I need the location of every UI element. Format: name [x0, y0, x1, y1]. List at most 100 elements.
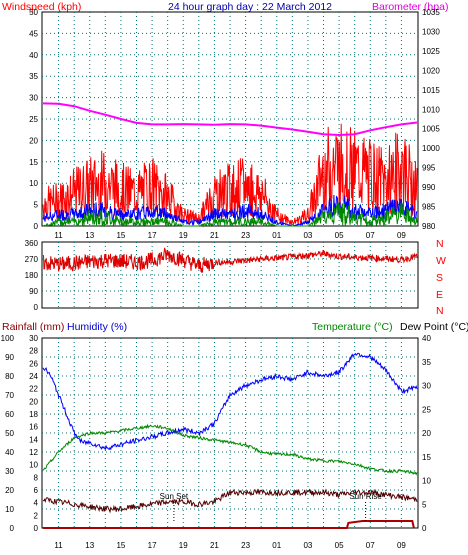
x-tick-label-top: 11 [54, 231, 63, 240]
x-tick-label-bottom: 15 [116, 541, 125, 550]
rain-y-tick: 6 [34, 486, 39, 495]
rain-y-tick: 4 [34, 499, 39, 508]
rain-y-tick: 2 [34, 511, 39, 520]
dewpoint-series [42, 488, 418, 514]
x-tick-label-bottom: 17 [148, 541, 157, 550]
barometer-series [42, 102, 418, 137]
humidity-y-tick: 30 [5, 467, 14, 476]
baro-y-tick: 1030 [422, 27, 440, 36]
temp-y-tick: 25 [422, 405, 431, 414]
humidity-y-tick: 40 [5, 448, 14, 457]
humidity-y-tick: 70 [5, 391, 14, 400]
rain-y-tick: 8 [34, 473, 39, 482]
rainfall-series [43, 520, 415, 529]
x-tick-label-bottom: 13 [85, 541, 94, 550]
x-tick-label-top: 05 [335, 231, 344, 240]
x-tick-label-top: 09 [397, 231, 406, 240]
humidity-y-tick: 60 [5, 410, 14, 419]
compass-label-4: N [436, 305, 444, 317]
humidity-y-tick: 90 [5, 353, 14, 362]
rain-y-tick: 28 [29, 347, 38, 356]
direction-y-tick: 180 [25, 271, 39, 280]
compass-label-3: E [436, 289, 443, 301]
wind-y-tick: 15 [29, 158, 38, 167]
temp-y-tick: 0 [422, 524, 427, 533]
x-tick-label-top: 19 [179, 231, 188, 240]
baro-y-tick: 995 [422, 164, 436, 173]
temp-y-tick: 10 [422, 477, 431, 486]
temp-y-tick: 35 [422, 358, 431, 367]
humidity-y-tick: 50 [5, 429, 14, 438]
x-tick-label-bottom: 19 [179, 541, 188, 550]
baro-y-tick: 1000 [422, 144, 440, 153]
rain-y-tick: 12 [29, 448, 38, 457]
wind-y-tick: 35 [29, 72, 38, 81]
temp-y-tick: 15 [422, 453, 431, 462]
humidity-y-tick: 100 [1, 334, 15, 343]
temperature-axis-label: Temperature (°C) [312, 321, 393, 333]
baro-y-tick: 1015 [422, 86, 440, 95]
humidity-axis-label: Humidity (%) [67, 321, 127, 333]
wind-y-tick: 40 [29, 51, 38, 60]
x-tick-label-bottom: 05 [335, 541, 344, 550]
temp-y-tick: 40 [422, 334, 431, 343]
baro-y-tick: 985 [422, 203, 436, 212]
series [42, 102, 418, 529]
baro-y-tick: 990 [422, 183, 436, 192]
x-tick-label-bottom: 11 [54, 541, 63, 550]
rain-y-tick: 20 [29, 397, 38, 406]
rain-y-tick: 0 [34, 524, 39, 533]
x-tick-label-top: 13 [85, 231, 94, 240]
compass-label-1: W [436, 255, 446, 267]
rain-y-tick: 18 [29, 410, 38, 419]
wind-y-tick: 20 [29, 136, 38, 145]
temp-y-tick: 20 [422, 429, 431, 438]
humidity-y-tick: 80 [5, 372, 14, 381]
sunset-annotation: Sun Set [160, 492, 189, 501]
x-tick-label-top: 21 [210, 231, 219, 240]
humidity-y-tick: 20 [5, 486, 14, 495]
compass-label-2: S [436, 272, 443, 284]
wind-y-tick: 5 [34, 201, 39, 210]
direction-y-tick: 0 [34, 303, 39, 312]
baro-y-tick: 980 [422, 222, 436, 231]
wind-y-tick: 50 [29, 8, 38, 17]
windspeed-axis-label: Windspeed (kph) [2, 1, 81, 13]
x-tick-label-bottom: 09 [397, 541, 406, 550]
rain-y-tick: 16 [29, 423, 38, 432]
humidity-series [42, 352, 418, 451]
x-tick-label-bottom: 03 [303, 541, 312, 550]
x-tick-label-bottom: 01 [272, 541, 281, 550]
rain-y-tick: 26 [29, 359, 38, 368]
baro-y-tick: 1025 [422, 47, 440, 56]
rain-y-tick: 24 [29, 372, 38, 381]
wind-y-tick: 30 [29, 94, 38, 103]
wind-y-tick: 0 [34, 222, 39, 231]
chart-title: 24 hour graph day : 22 March 2012 [168, 1, 332, 13]
x-tick-label-top: 03 [303, 231, 312, 240]
humidity-y-tick: 0 [10, 524, 15, 533]
rain-y-tick: 22 [29, 385, 38, 394]
x-tick-label-bottom: 23 [241, 541, 250, 550]
compass-label-0: N [436, 238, 444, 250]
direction-y-tick: 360 [25, 239, 39, 248]
temperature-series [42, 423, 418, 476]
barometer-axis-label: Barometer (hpa) [372, 1, 448, 13]
x-tick-label-bottom: 07 [366, 541, 375, 550]
baro-y-tick: 1035 [422, 8, 440, 17]
temp-y-tick: 30 [422, 382, 431, 391]
direction-panel-frame [41, 241, 419, 309]
wind-y-tick: 10 [29, 179, 38, 188]
x-tick-label-top: 23 [241, 231, 250, 240]
sunrise-annotation: Sun Rise [349, 492, 382, 501]
x-tick-label-top: 15 [116, 231, 125, 240]
humidity-y-tick: 10 [5, 505, 14, 514]
wind-low-series [42, 202, 418, 228]
rain-y-tick: 10 [29, 461, 38, 470]
temp-y-tick: 5 [422, 500, 427, 509]
wind-y-tick: 45 [29, 29, 38, 38]
x-tick-label-top: 07 [366, 231, 375, 240]
x-tick-label-top: 17 [148, 231, 157, 240]
axis-ticks: 1111131315151717191921212323010103030505… [1, 8, 441, 550]
